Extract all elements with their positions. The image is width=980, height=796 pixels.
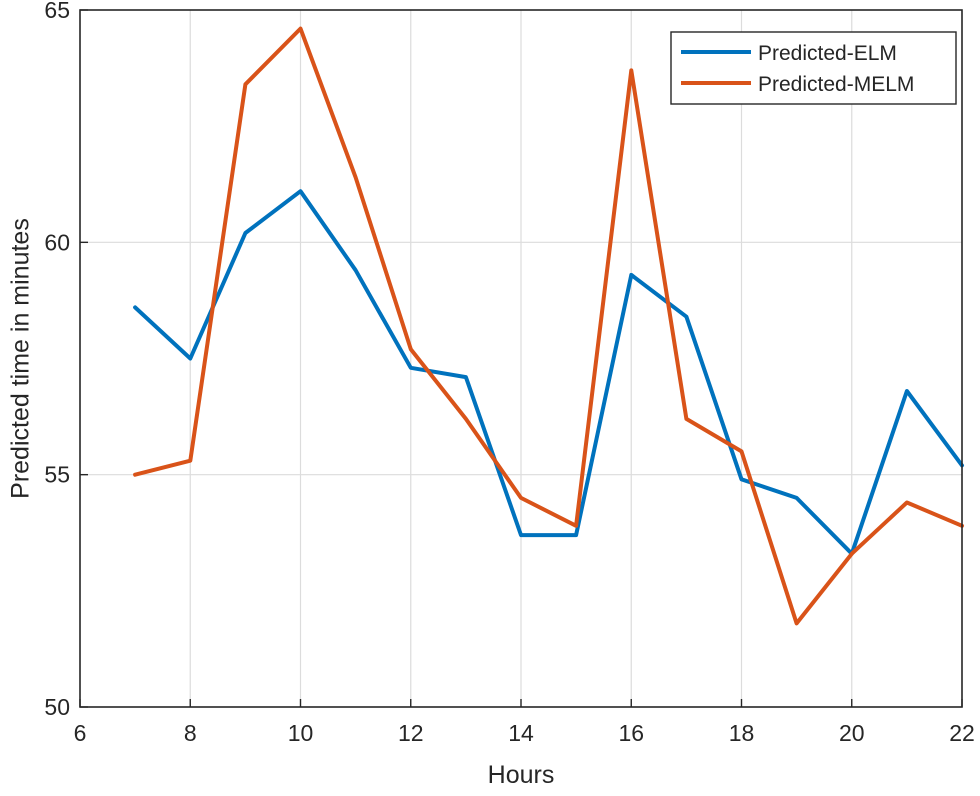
x-tick-label: 12 <box>398 720 424 746</box>
x-tick-label: 16 <box>618 720 644 746</box>
x-tick-label: 14 <box>508 720 534 746</box>
x-axis-label: Hours <box>488 761 555 789</box>
legend: Predicted-ELM Predicted-MELM <box>670 31 957 105</box>
grid-lines <box>80 10 962 707</box>
legend-label: Predicted-MELM <box>758 73 914 96</box>
x-tick-label: 18 <box>729 720 755 746</box>
y-tick-label: 60 <box>44 229 70 255</box>
legend-box <box>670 31 957 105</box>
axis-ticks: 6 8 10 12 14 16 18 20 22 50 55 60 65 <box>44 0 974 746</box>
y-tick-label: 50 <box>44 694 70 720</box>
x-tick-label: 6 <box>74 720 87 746</box>
legend-label: Predicted-ELM <box>758 42 897 65</box>
y-axis-label: Predicted time in minutes <box>7 218 35 499</box>
x-tick-label: 10 <box>288 720 314 746</box>
y-tick-label: 65 <box>44 0 70 23</box>
y-tick-label: 55 <box>44 462 70 488</box>
series-line-2 <box>133 26 964 626</box>
x-tick-label: 22 <box>949 720 975 746</box>
series-line-1 <box>133 189 964 556</box>
x-tick-label: 20 <box>839 720 865 746</box>
series-lines <box>133 26 964 626</box>
x-tick-label: 8 <box>184 720 197 746</box>
